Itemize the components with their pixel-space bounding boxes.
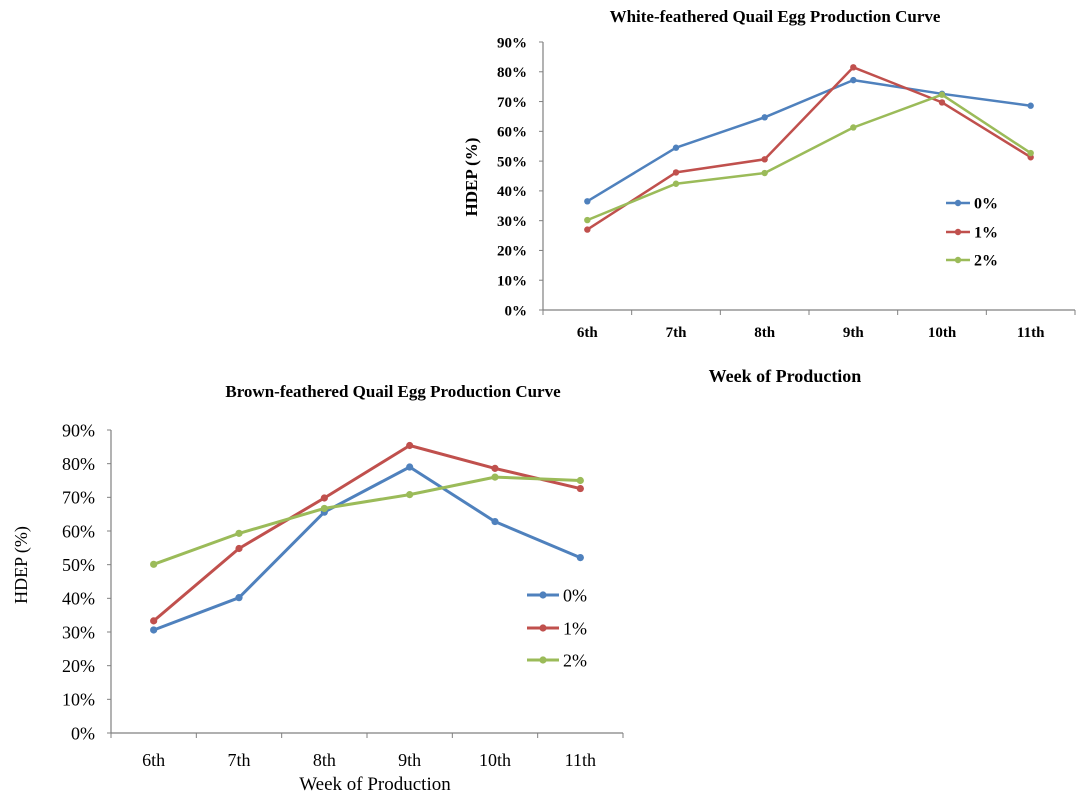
data-point [672, 144, 680, 151]
y-tick-label: 50% [497, 154, 527, 170]
x-tick-label: 10th [928, 325, 957, 341]
y-tick-label: 70% [497, 95, 527, 111]
data-point [1027, 149, 1034, 157]
y-tick-label: 90% [62, 420, 95, 440]
x-tick-label: 11th [1017, 325, 1045, 341]
y-tick-label: 0% [71, 723, 95, 743]
series-line-1 [152, 444, 581, 623]
data-point [576, 484, 584, 493]
legend-label: 2% [974, 253, 998, 270]
data-point [235, 544, 243, 553]
legend-marker [954, 256, 962, 264]
data-point [584, 226, 591, 233]
x-tick-label: 8th [754, 325, 775, 341]
y-tick-label: 30% [497, 214, 527, 230]
data-point [850, 76, 857, 84]
data-point [235, 529, 243, 537]
data-point [672, 180, 680, 187]
legend-label: 1% [974, 225, 998, 242]
data-point [491, 473, 499, 481]
data-point [320, 504, 328, 513]
x-tick-label: 6th [577, 325, 598, 341]
x-axis-label: Week of Production [709, 366, 862, 386]
legend-label: 0% [974, 196, 998, 213]
chart-title: White-feathered Quail Egg Production Cur… [610, 7, 941, 26]
x-tick-label: 9th [398, 750, 421, 770]
data-point [672, 169, 680, 176]
data-point [1027, 102, 1034, 109]
plot-area: 0% 10% 20% 30% 40% 50% 60% 70% 80% 90% 6th 7th 8th 9t… [497, 35, 1076, 341]
data-point [406, 463, 414, 471]
data-point [761, 156, 768, 163]
y-tick-label: 20% [497, 244, 527, 260]
y-tick-label: 30% [62, 622, 95, 642]
chart-brown-feathered: Brown-feathered Quail Egg Production Cur… [11, 382, 624, 795]
data-point [150, 617, 158, 625]
data-point [850, 124, 857, 131]
y-tick-label: 60% [497, 125, 527, 141]
legend-label: 0% [563, 585, 587, 605]
x-tick-label: 6th [142, 750, 165, 770]
chart-white-feathered: White-feathered Quail Egg Production Cur… [462, 7, 1076, 386]
data-point [491, 517, 499, 526]
series-line-0 [586, 78, 1031, 203]
legend-marker [539, 656, 547, 664]
y-tick-label: 90% [497, 35, 527, 51]
data-point [320, 494, 328, 502]
data-point [150, 626, 158, 634]
legend-marker [954, 228, 962, 236]
y-axis-label: HDEP (%) [11, 526, 32, 604]
legend-label: 2% [563, 650, 587, 670]
y-tick-label: 70% [62, 488, 95, 508]
plot-area: 0% 10% 20% 30% 40% 50% 60% 70% 80% 90% 6th 7th 8th 9t… [62, 420, 624, 770]
series-line-2 [586, 93, 1032, 222]
legend-label: 1% [563, 618, 587, 638]
x-tick-label: 7th [227, 750, 250, 770]
data-point [584, 198, 591, 205]
y-tick-label: 80% [497, 65, 527, 81]
x-tick-label: 8th [313, 750, 336, 770]
data-point [235, 594, 243, 602]
data-point [938, 91, 946, 98]
y-tick-label: 80% [62, 454, 95, 474]
data-point [850, 64, 857, 71]
x-tick-label: 7th [666, 325, 687, 341]
data-point [938, 99, 946, 106]
legend-marker [539, 624, 547, 632]
series-line-0 [153, 465, 581, 632]
data-point [761, 114, 768, 121]
x-tick-label: 9th [843, 325, 864, 341]
chart-title: Brown-feathered Quail Egg Production Cur… [225, 382, 561, 401]
data-point [584, 216, 591, 224]
data-point [491, 464, 499, 472]
series-line-2 [153, 475, 581, 566]
y-axis-label: HDEP (%) [462, 138, 481, 217]
x-axis-label: Week of Production [299, 774, 451, 795]
y-tick-label: 20% [62, 656, 95, 676]
data-point [150, 560, 158, 568]
x-tick-label: 10th [479, 750, 511, 770]
data-point [761, 169, 768, 177]
series-line-1 [586, 66, 1032, 231]
y-tick-label: 40% [62, 589, 95, 609]
data-point [576, 476, 584, 485]
x-tick-label: 11th [565, 750, 596, 770]
y-tick-label: 50% [62, 555, 95, 575]
data-point [576, 553, 584, 562]
y-tick-label: 10% [62, 690, 95, 710]
legend-marker [954, 199, 962, 207]
data-point [406, 491, 414, 499]
y-tick-label: 0% [505, 303, 528, 319]
y-tick-label: 10% [497, 273, 527, 289]
legend-marker [539, 591, 547, 599]
y-tick-label: 60% [62, 521, 95, 541]
data-point [406, 441, 414, 450]
y-tick-label: 40% [497, 184, 527, 200]
